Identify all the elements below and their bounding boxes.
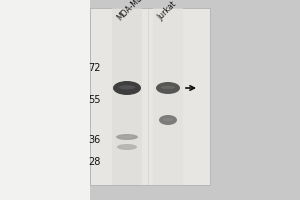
Ellipse shape [118, 85, 135, 89]
Bar [153, 8, 183, 185]
Ellipse shape [163, 118, 173, 121]
Bar [112, 8, 142, 185]
Ellipse shape [156, 82, 180, 94]
Text: 36: 36 [89, 135, 101, 145]
Bar [0, 0, 90, 200]
Ellipse shape [159, 115, 177, 125]
Ellipse shape [120, 136, 134, 138]
Ellipse shape [117, 144, 137, 150]
Bar [90, 8, 210, 185]
Text: Jurkat: Jurkat [156, 0, 178, 22]
Text: 28: 28 [88, 157, 101, 167]
Ellipse shape [116, 134, 138, 140]
Text: 55: 55 [88, 95, 101, 105]
Bar [210, 0, 300, 200]
Text: 72: 72 [88, 63, 101, 73]
Ellipse shape [161, 86, 175, 89]
Text: MDA-MB435: MDA-MB435 [116, 0, 155, 22]
Ellipse shape [113, 81, 141, 95]
